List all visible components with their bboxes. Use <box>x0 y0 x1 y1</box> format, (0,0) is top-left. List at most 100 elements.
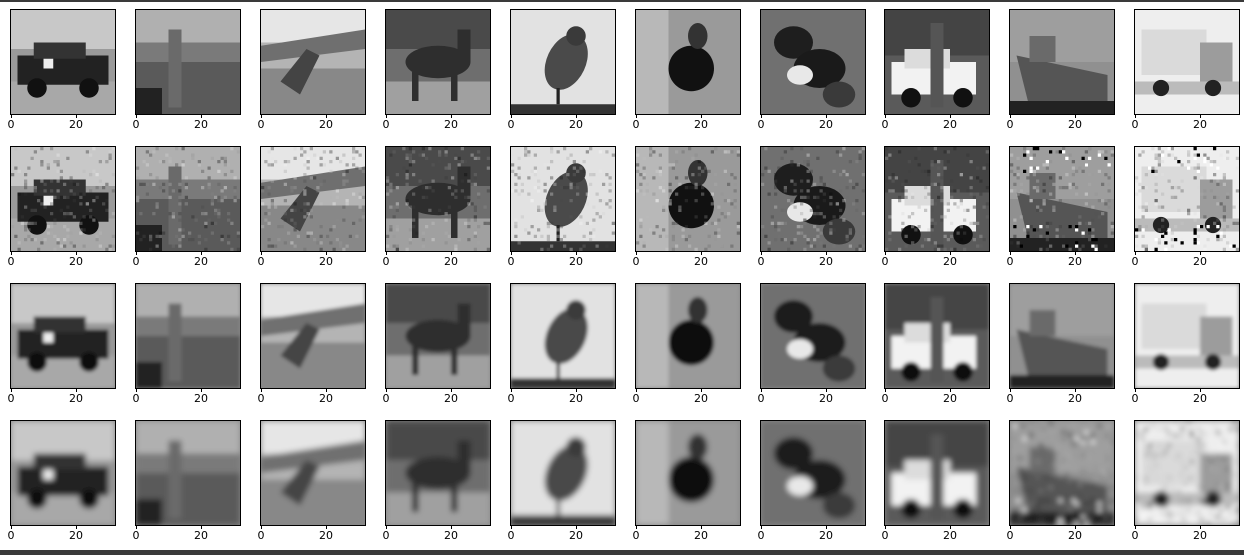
x-tick <box>136 251 137 255</box>
image-dog <box>760 146 866 252</box>
subplot-dog: 0 20 <box>758 420 870 544</box>
x-tick <box>761 525 762 529</box>
x-tick <box>386 388 387 392</box>
x-tick-label: 0 <box>1006 529 1014 542</box>
x-tick <box>136 114 137 118</box>
x-tick-label: 20 <box>69 118 83 131</box>
image-deer <box>635 9 741 115</box>
image-truck <box>1134 146 1240 252</box>
subplot-ship: 0 20 <box>1006 9 1119 133</box>
x-tick-label: 20 <box>1068 118 1082 131</box>
image-deer <box>635 283 741 389</box>
x-tick-label: 20 <box>819 392 833 405</box>
x-tick-label: 20 <box>1068 255 1082 268</box>
x-tick <box>201 114 202 118</box>
subplot-bird: 0 20 <box>508 9 620 133</box>
x-tick <box>201 525 202 529</box>
x-tick <box>136 388 137 392</box>
x-tick <box>826 114 827 118</box>
subplot-truck: 0 20 <box>1131 146 1244 270</box>
subplot-car-with-person: 0 20 <box>882 146 994 270</box>
x-tick-label: 0 <box>7 255 15 268</box>
x-tick-label: 0 <box>1131 255 1139 268</box>
subplot-horse: 0 20 <box>382 283 495 407</box>
x-tick-label: 0 <box>382 392 390 405</box>
x-tick <box>1010 114 1011 118</box>
image-dog <box>760 9 866 115</box>
subplot-truck: 0 20 <box>1132 9 1244 133</box>
image-bird <box>510 420 616 526</box>
x-tick <box>826 388 827 392</box>
x-tick-label: 0 <box>132 118 140 131</box>
subplot-horse: 0 20 <box>383 146 495 270</box>
x-tick-label: 20 <box>319 118 333 131</box>
x-tick-label: 20 <box>569 255 583 268</box>
image-horse <box>385 9 491 115</box>
x-tick-label: 20 <box>819 529 833 542</box>
x-tick-label: 0 <box>132 392 140 405</box>
x-tick-label: 20 <box>569 392 583 405</box>
image-deer <box>635 146 741 252</box>
subplot-bird: 0 20 <box>508 146 620 270</box>
x-tick <box>451 114 452 118</box>
x-tick-label: 20 <box>1193 392 1207 405</box>
x-tick <box>761 251 762 255</box>
x-tick-label: 20 <box>819 255 833 268</box>
x-tick-label: 0 <box>257 255 265 268</box>
x-tick <box>326 114 327 118</box>
x-tick-label: 20 <box>694 392 708 405</box>
subplot-ostrich: 0 20 <box>132 146 245 270</box>
x-tick <box>1200 114 1201 118</box>
x-tick-label: 20 <box>819 118 833 131</box>
image-bird <box>510 146 616 252</box>
x-tick <box>576 388 577 392</box>
x-tick <box>576 114 577 118</box>
x-tick <box>761 388 762 392</box>
x-tick <box>1010 388 1011 392</box>
bottom-border <box>0 550 1244 555</box>
subplot-car: 0 20 <box>8 283 120 407</box>
subplot-horse: 0 20 <box>383 420 495 544</box>
x-tick-label: 0 <box>881 392 889 405</box>
x-tick <box>636 114 637 118</box>
image-ship <box>1009 146 1115 252</box>
x-tick <box>826 251 827 255</box>
subplot-horse: 0 20 <box>383 9 495 133</box>
x-tick <box>636 251 637 255</box>
subplot-ship: 0 20 <box>1006 420 1119 544</box>
x-tick-label: 0 <box>132 255 140 268</box>
x-tick <box>11 525 12 529</box>
x-tick <box>386 525 387 529</box>
subplot-ostrich: 0 20 <box>132 9 245 133</box>
subplot-truck: 0 20 <box>1131 420 1244 544</box>
x-tick-label: 0 <box>1131 529 1139 542</box>
x-tick-label: 0 <box>881 118 889 131</box>
x-tick <box>386 251 387 255</box>
x-tick-label: 20 <box>694 255 708 268</box>
x-tick-label: 0 <box>1006 392 1014 405</box>
x-tick <box>326 525 327 529</box>
x-tick-label: 0 <box>1006 118 1014 131</box>
subplot-car: 0 20 <box>8 420 120 544</box>
subplot-dog: 0 20 <box>758 146 870 270</box>
image-car-with-person <box>884 146 990 252</box>
subplot-dog: 0 20 <box>758 283 870 407</box>
x-tick-label: 20 <box>943 529 957 542</box>
subplot-airplane: 0 20 <box>257 283 370 407</box>
subplot-bird: 0 20 <box>508 283 620 407</box>
x-tick <box>261 114 262 118</box>
x-tick-label: 0 <box>257 392 265 405</box>
x-tick-label: 20 <box>694 118 708 131</box>
x-tick <box>950 388 951 392</box>
x-tick <box>636 388 637 392</box>
image-ship <box>1009 9 1115 115</box>
image-dog <box>760 283 866 389</box>
x-tick-label: 20 <box>943 392 957 405</box>
x-tick-label: 20 <box>69 529 83 542</box>
x-tick <box>576 525 577 529</box>
x-tick <box>261 251 262 255</box>
x-tick <box>885 388 886 392</box>
x-tick <box>326 388 327 392</box>
subplot-car-with-person: 0 20 <box>881 283 994 407</box>
image-car-with-person <box>884 283 990 389</box>
